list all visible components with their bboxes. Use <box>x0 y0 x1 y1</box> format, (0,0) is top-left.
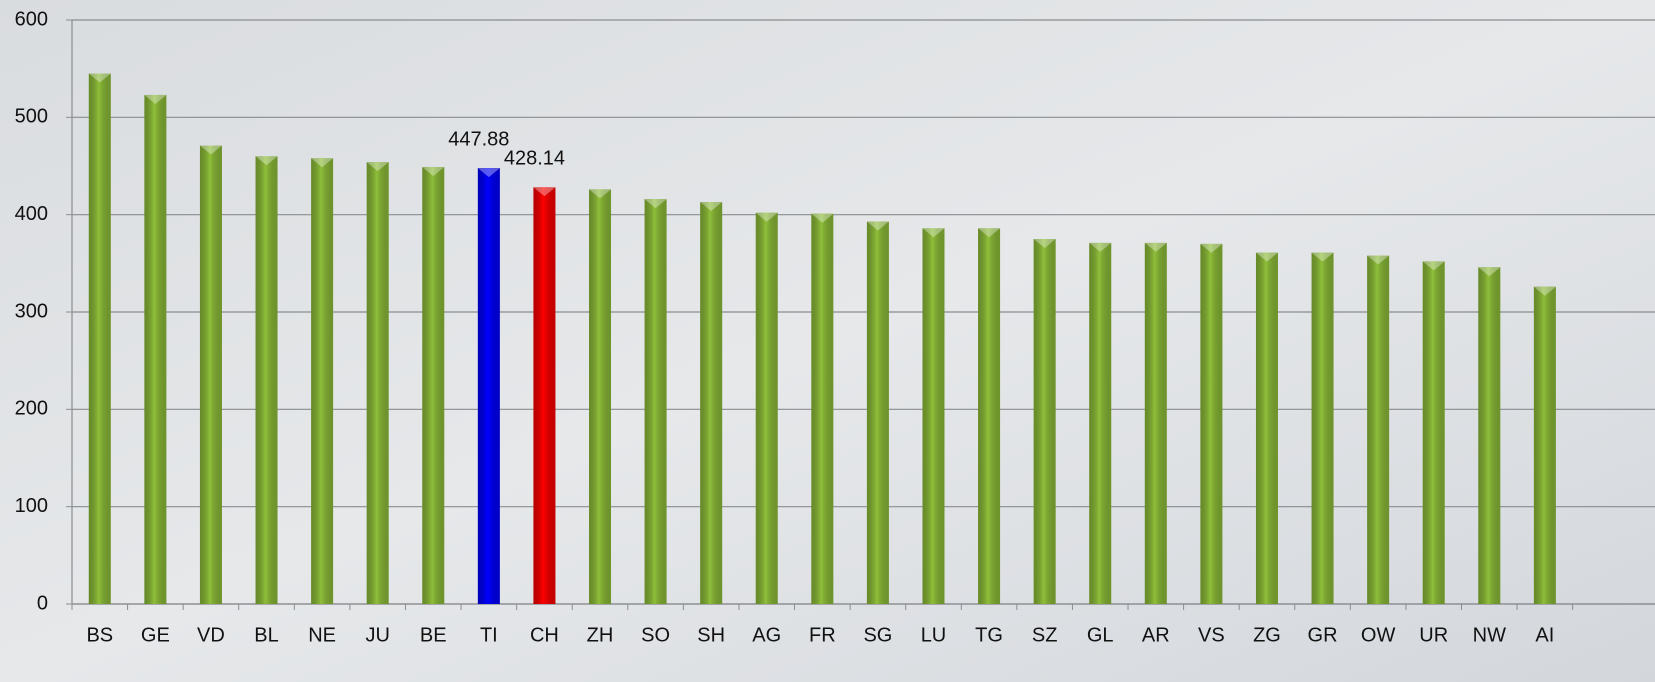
bar-shade <box>1200 244 1222 604</box>
page: 0 100 200 300 400 500 600 BS GE VD BL NE JU BE TI 447.8… <box>0 0 1655 682</box>
bar-shade <box>811 214 833 604</box>
x-tick-label: BL <box>254 624 278 646</box>
bar-shade <box>200 146 222 604</box>
y-tick-label: 0 <box>37 592 48 614</box>
x-tick-label: CH <box>530 624 559 646</box>
data-label: 428.14 <box>504 148 565 170</box>
x-tick-label: SG <box>863 624 892 646</box>
y-tick-label: 200 <box>15 398 48 420</box>
bar-shade <box>589 189 611 604</box>
x-tick-label: UR <box>1419 624 1448 646</box>
bar-shade <box>422 167 444 604</box>
bar-shade <box>89 74 111 604</box>
x-tick-label: AR <box>1142 624 1170 646</box>
bar-shade <box>645 199 667 604</box>
bar-shade <box>478 168 500 604</box>
bar-shade <box>1367 256 1389 604</box>
bar-shade <box>867 221 889 604</box>
x-tick-label: SZ <box>1032 624 1058 646</box>
bar-shade <box>256 156 278 604</box>
y-tick-label: 300 <box>15 300 48 322</box>
x-tick-label: LU <box>921 624 947 646</box>
x-tick-label: AG <box>752 624 781 646</box>
x-tick-label: FR <box>809 624 836 646</box>
bar-shade <box>1534 287 1556 604</box>
bar-shade <box>1256 253 1278 604</box>
bar-shade <box>1478 267 1500 604</box>
bar-shade <box>1089 243 1111 604</box>
x-tick-label: BS <box>86 624 113 646</box>
bar-shade <box>922 228 944 604</box>
x-tick-label: VS <box>1198 624 1225 646</box>
x-tick-label: ZG <box>1253 624 1281 646</box>
bar-shade <box>700 202 722 604</box>
bar-shade <box>1312 253 1334 604</box>
chart: 0 100 200 300 400 500 600 BS GE VD BL NE JU BE TI 447.8… <box>0 0 1655 682</box>
bar-shade <box>978 228 1000 604</box>
x-tick-label: TG <box>975 624 1003 646</box>
bar-shade <box>144 95 166 604</box>
x-tick-label: GL <box>1087 624 1114 646</box>
y-tick-label: 100 <box>15 495 48 517</box>
data-label: 447.88 <box>448 128 509 150</box>
bar-shade <box>756 213 778 604</box>
x-tick-label: NE <box>308 624 336 646</box>
x-tick-label: SO <box>641 624 670 646</box>
bar-shade <box>533 187 555 604</box>
x-tick-label: NW <box>1473 624 1506 646</box>
x-tick-label: AI <box>1535 624 1554 646</box>
x-tick-label: ZH <box>587 624 614 646</box>
bar-shade <box>1145 243 1167 604</box>
x-tick-label: VD <box>197 624 225 646</box>
x-tick-label: GE <box>141 624 170 646</box>
y-tick-label: 500 <box>15 106 48 128</box>
x-tick-label: JU <box>365 624 389 646</box>
x-tick-label: BE <box>420 624 447 646</box>
y-tick-label: 400 <box>15 203 48 225</box>
x-tick-label: SH <box>697 624 725 646</box>
y-tick-label: 600 <box>15 8 48 30</box>
bar-shade <box>367 162 389 604</box>
bar-shade <box>1034 239 1056 604</box>
x-tick-label: OW <box>1361 624 1396 646</box>
bar-shade <box>1423 261 1445 604</box>
bar-shade <box>311 158 333 604</box>
x-tick-label: TI <box>480 624 498 646</box>
x-tick-label: GR <box>1308 624 1338 646</box>
